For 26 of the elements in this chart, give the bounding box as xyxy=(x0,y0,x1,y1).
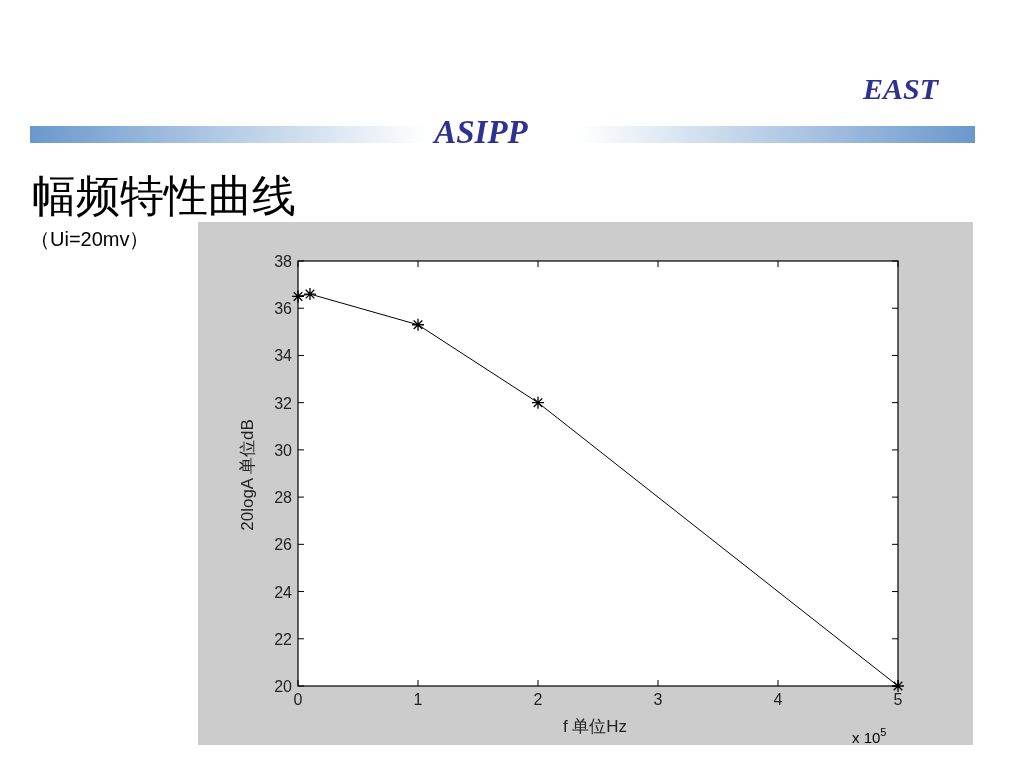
y-axis-title: 20logA 单位dB xyxy=(238,419,257,531)
x-tick-label: 1 xyxy=(413,691,423,708)
point xyxy=(531,396,545,410)
x-tick-label: 0 xyxy=(293,691,303,708)
y-tick-label: 20 xyxy=(274,678,293,695)
y-tick-label: 34 xyxy=(274,347,293,365)
chart-title: 幅频特性曲线 xyxy=(32,172,296,221)
y-tick-label: 36 xyxy=(274,300,293,318)
point xyxy=(891,679,905,693)
y-tick-label: 32 xyxy=(274,394,293,412)
y-tick-label: 30 xyxy=(274,441,293,459)
text: x 10$^{5}$ xyxy=(852,726,887,746)
x-tick-label: 4 xyxy=(773,691,783,708)
x-tick-label: 2 xyxy=(533,691,543,708)
text: EAST xyxy=(861,72,940,105)
text: ASIPP xyxy=(432,114,529,150)
point xyxy=(411,318,425,332)
text: （Ui=20mv） xyxy=(30,228,150,250)
y-tick-label: 22 xyxy=(274,630,293,648)
y-tick-label: 38 xyxy=(274,253,293,270)
y-tick-label: 26 xyxy=(274,536,293,554)
x-tick-label: 5 xyxy=(893,691,903,708)
x-axis-title: f 单位Hz xyxy=(562,717,628,736)
y-tick-label: 28 xyxy=(274,489,293,507)
y-tick-label: 24 xyxy=(274,583,293,601)
x-tick-label: 3 xyxy=(653,691,663,708)
